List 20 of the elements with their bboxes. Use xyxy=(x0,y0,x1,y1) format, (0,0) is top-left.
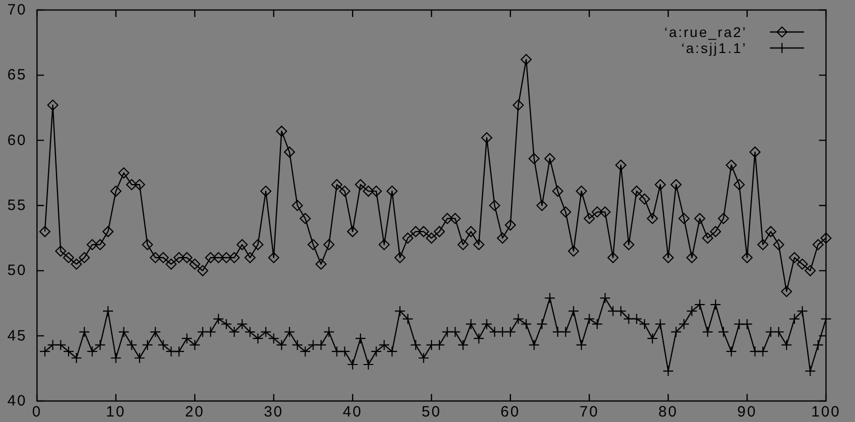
x-tick-label: 30 xyxy=(264,404,284,420)
x-tick-label: 50 xyxy=(422,404,442,420)
y-tick-label: 65 xyxy=(7,66,27,84)
y-tick-label: 40 xyxy=(7,392,27,410)
x-tick-label: 70 xyxy=(579,404,600,420)
x-tick-label: 10 xyxy=(106,404,126,420)
x-tick-label: 40 xyxy=(342,404,362,420)
y-tick-label: 50 xyxy=(7,262,27,280)
x-tick-label: 0 xyxy=(32,404,42,420)
y-tick-label: 55 xyxy=(7,197,27,214)
legend-label: ‘a:sjj1.1’ xyxy=(681,40,747,56)
x-tick-label: 20 xyxy=(184,404,205,420)
x-tick-label: 90 xyxy=(737,404,757,420)
x-tick-label: 80 xyxy=(658,404,678,420)
y-tick-label: 45 xyxy=(7,327,27,344)
y-tick-label: 60 xyxy=(7,132,27,149)
y-tick-label: 70 xyxy=(7,2,27,18)
x-tick-label: 100 xyxy=(811,404,841,420)
legend-label: ‘a:rue_ra2’ xyxy=(664,24,747,40)
x-tick-label: 60 xyxy=(500,404,520,420)
